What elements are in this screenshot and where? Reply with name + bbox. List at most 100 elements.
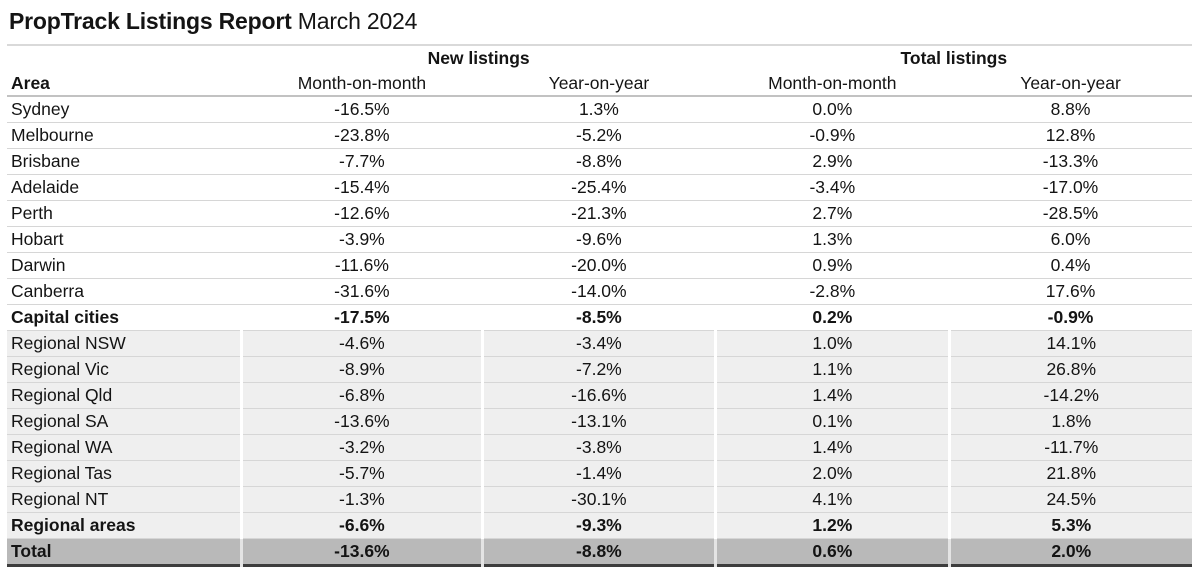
value-cell: 0.0% — [715, 96, 950, 123]
table-header: New listings Total listings Area Month-o… — [7, 45, 1192, 97]
area-cell: Regional Qld — [7, 382, 242, 409]
column-header-row: Area Month-on-month Year-on-year Month-o… — [7, 71, 1192, 97]
value-cell: -5.7% — [240, 460, 483, 487]
value-cell: -30.1% — [480, 486, 716, 513]
value-cell: 2.9% — [715, 148, 950, 175]
column-header-total-yoy: Year-on-year — [949, 71, 1192, 97]
table-row: Regional Vic -8.9% -7.2% 1.1% 26.8% — [7, 356, 1192, 383]
area-cell: Melbourne — [7, 122, 242, 149]
area-cell: Sydney — [7, 96, 242, 123]
table-row: Regional NT -1.3% -30.1% 4.1% 24.5% — [7, 486, 1192, 513]
group-header-total-listings: Total listings — [900, 48, 1008, 68]
column-header-new-mom: Month-on-month — [241, 71, 483, 97]
table-row: Regional WA -3.2% -3.8% 1.4% -11.7% — [7, 434, 1192, 461]
value-cell: -13.1% — [480, 408, 716, 435]
area-cell: Capital cities — [7, 304, 242, 331]
value-cell: -11.7% — [947, 434, 1192, 461]
column-header-area: Area — [7, 71, 242, 97]
table-row: Regional Tas -5.7% -1.4% 2.0% 21.8% — [7, 460, 1192, 487]
value-cell: 12.8% — [949, 122, 1192, 149]
value-cell: 1.3% — [482, 96, 716, 123]
value-cell: -13.6% — [240, 408, 483, 435]
value-cell: 14.1% — [947, 330, 1192, 357]
value-cell: 0.1% — [714, 408, 950, 435]
value-cell: -15.4% — [241, 174, 483, 201]
value-cell: 0.2% — [715, 304, 950, 331]
value-cell: 1.2% — [714, 512, 950, 539]
value-cell: -1.4% — [480, 460, 716, 487]
value-cell: -4.6% — [240, 330, 483, 357]
value-cell: 8.8% — [949, 96, 1192, 123]
value-cell: -9.6% — [482, 226, 716, 253]
value-cell: -3.2% — [240, 434, 483, 461]
value-cell: 2.7% — [715, 200, 950, 227]
value-cell: 26.8% — [947, 356, 1192, 383]
value-cell: 2.0% — [714, 460, 950, 487]
value-cell: -3.4% — [715, 174, 950, 201]
value-cell: -9.3% — [480, 512, 716, 539]
value-cell: 5.3% — [947, 512, 1192, 539]
value-cell: -8.9% — [240, 356, 483, 383]
table-row: Sydney -16.5% 1.3% 0.0% 8.8% — [7, 96, 1192, 123]
value-cell: 21.8% — [947, 460, 1192, 487]
value-cell: -11.6% — [241, 252, 483, 279]
value-cell: -20.0% — [482, 252, 716, 279]
value-cell: 0.9% — [715, 252, 950, 279]
value-cell: -23.8% — [241, 122, 483, 149]
value-cell: -3.8% — [480, 434, 716, 461]
column-header-new-yoy: Year-on-year — [482, 71, 716, 97]
area-cell: Adelaide — [7, 174, 242, 201]
value-cell: 4.1% — [714, 486, 950, 513]
area-cell: Perth — [7, 200, 242, 227]
table-row: Brisbane -7.7% -8.8% 2.9% -13.3% — [7, 148, 1192, 175]
value-cell: -13.3% — [949, 148, 1192, 175]
value-cell: 1.4% — [714, 434, 950, 461]
value-cell: -3.9% — [241, 226, 483, 253]
value-cell: -28.5% — [949, 200, 1192, 227]
value-cell: 1.0% — [714, 330, 950, 357]
area-cell: Total — [7, 538, 242, 566]
value-cell: 1.8% — [947, 408, 1192, 435]
value-cell: 0.4% — [949, 252, 1192, 279]
value-cell: -16.5% — [241, 96, 483, 123]
table-row: Regional SA -13.6% -13.1% 0.1% 1.8% — [7, 408, 1192, 435]
value-cell: -17.5% — [241, 304, 483, 331]
value-cell: -12.6% — [241, 200, 483, 227]
report-title: PropTrack Listings Report — [9, 8, 292, 34]
value-cell: -7.2% — [480, 356, 716, 383]
value-cell: -17.0% — [949, 174, 1192, 201]
table-row: Regional Qld -6.8% -16.6% 1.4% -14.2% — [7, 382, 1192, 409]
value-cell: 0.6% — [714, 538, 950, 566]
value-cell: 17.6% — [949, 278, 1192, 305]
value-cell: -6.8% — [240, 382, 483, 409]
area-cell: Hobart — [7, 226, 242, 253]
column-group-row: New listings Total listings — [7, 45, 1192, 71]
table-row: Melbourne -23.8% -5.2% -0.9% 12.8% — [7, 122, 1192, 149]
value-cell: -3.4% — [480, 330, 716, 357]
area-cell: Regional Vic — [7, 356, 242, 383]
area-cell: Regional areas — [7, 512, 242, 539]
value-cell: 2.0% — [947, 538, 1192, 566]
value-cell: 24.5% — [947, 486, 1192, 513]
table-row: Total -13.6% -8.8% 0.6% 2.0% — [7, 538, 1192, 566]
value-cell: -8.8% — [482, 148, 716, 175]
table-body: Sydney -16.5% 1.3% 0.0% 8.8% Melbourne -23.8% -… — [7, 96, 1192, 566]
value-cell: -0.9% — [715, 122, 950, 149]
report-period: March 2024 — [297, 8, 418, 34]
value-cell: -14.2% — [947, 382, 1192, 409]
value-cell: -7.7% — [241, 148, 483, 175]
value-cell: 1.1% — [714, 356, 950, 383]
area-cell: Canberra — [7, 278, 242, 305]
table-row: Canberra -31.6% -14.0% -2.8% 17.6% — [7, 278, 1192, 305]
value-cell: -16.6% — [480, 382, 716, 409]
value-cell: -31.6% — [241, 278, 483, 305]
group-header-new-listings: New listings — [427, 48, 530, 68]
value-cell: -6.6% — [240, 512, 483, 539]
column-header-total-mom: Month-on-month — [715, 71, 950, 97]
table-row: Perth -12.6% -21.3% 2.7% -28.5% — [7, 200, 1192, 227]
table-row: Capital cities -17.5% -8.5% 0.2% -0.9% — [7, 304, 1192, 331]
value-cell: -14.0% — [482, 278, 716, 305]
area-cell: Darwin — [7, 252, 242, 279]
area-cell: Regional NT — [7, 486, 242, 513]
value-cell: -8.8% — [480, 538, 716, 566]
